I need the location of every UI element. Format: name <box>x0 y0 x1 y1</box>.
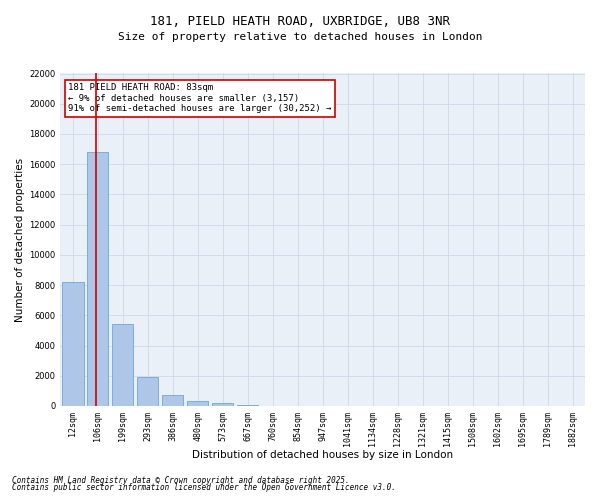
Text: Contains HM Land Registry data © Crown copyright and database right 2025.: Contains HM Land Registry data © Crown c… <box>12 476 350 485</box>
Bar <box>137 378 158 406</box>
Bar <box>237 405 259 406</box>
X-axis label: Distribution of detached houses by size in London: Distribution of detached houses by size … <box>192 450 453 460</box>
Text: Size of property relative to detached houses in London: Size of property relative to detached ho… <box>118 32 482 42</box>
Bar <box>87 152 109 406</box>
Text: 181, PIELD HEATH ROAD, UXBRIDGE, UB8 3NR: 181, PIELD HEATH ROAD, UXBRIDGE, UB8 3NR <box>150 15 450 28</box>
Text: Contains public sector information licensed under the Open Government Licence v3: Contains public sector information licen… <box>12 484 396 492</box>
Bar <box>162 396 184 406</box>
Bar <box>187 400 208 406</box>
Bar <box>212 404 233 406</box>
Bar <box>112 324 133 406</box>
Text: 181 PIELD HEATH ROAD: 83sqm
← 9% of detached houses are smaller (3,157)
91% of s: 181 PIELD HEATH ROAD: 83sqm ← 9% of deta… <box>68 84 332 114</box>
Bar <box>62 282 83 406</box>
Y-axis label: Number of detached properties: Number of detached properties <box>15 158 25 322</box>
